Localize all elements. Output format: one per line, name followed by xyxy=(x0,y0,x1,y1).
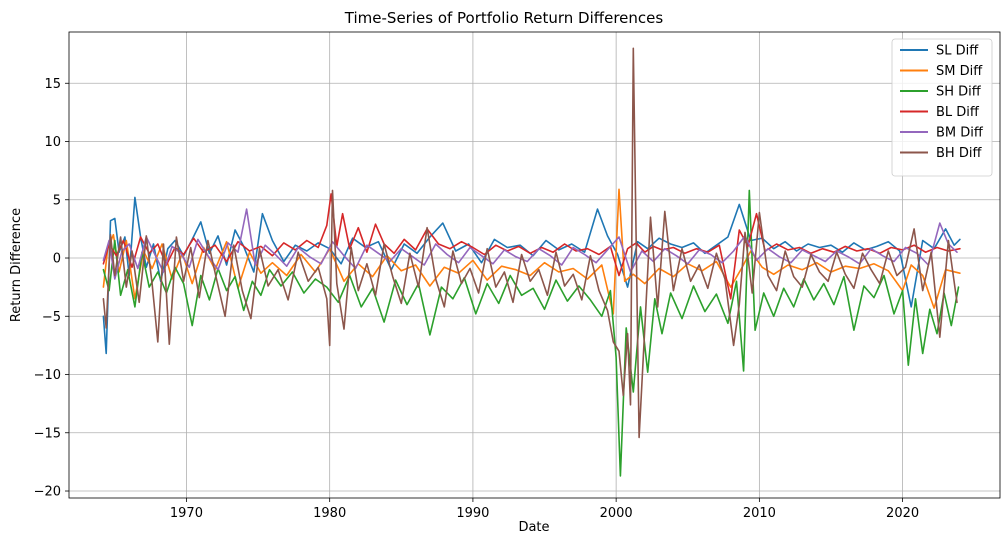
y-tick-label: 0 xyxy=(53,252,61,267)
y-tick-label: 15 xyxy=(44,77,61,92)
legend-label: SM Diff xyxy=(936,64,983,79)
y-tick-label: 5 xyxy=(53,193,61,208)
legend: SL Diff SM Diff SH Diff BL Diff BM Diff BH Di… xyxy=(891,38,993,177)
plot-area-frame xyxy=(68,31,1001,499)
y-axis-ticks: −20 −15 −10 −5 0 5 10 15 xyxy=(34,77,69,500)
legend-label: BL Diff xyxy=(936,105,980,120)
y-tick-label: −5 xyxy=(42,310,61,325)
x-tick-label: 1990 xyxy=(456,506,489,521)
series-lines xyxy=(102,47,961,477)
y-tick-label: −20 xyxy=(34,485,61,500)
y-tick-label: 10 xyxy=(44,135,61,150)
x-tick-label: 1970 xyxy=(170,506,203,521)
legend-box xyxy=(891,38,993,177)
series-line-sh-diff xyxy=(102,189,960,477)
y-axis-label: Return Difference xyxy=(9,208,24,322)
legend-label: SL Diff xyxy=(936,44,979,59)
legend-label: SH Diff xyxy=(936,85,982,100)
legend-label: BM Diff xyxy=(936,126,984,141)
series-line-bh-diff xyxy=(102,47,958,439)
series-line-bm-diff xyxy=(102,208,958,280)
x-tick-label: 2000 xyxy=(600,506,633,521)
grid-lines xyxy=(69,32,1000,498)
legend-label: BH Diff xyxy=(936,146,982,161)
x-tick-label: 1980 xyxy=(313,506,346,521)
x-tick-label: 2020 xyxy=(886,506,919,521)
x-axis-label: Date xyxy=(518,520,549,535)
x-tick-label: 2010 xyxy=(743,506,776,521)
chart-title: Time-Series of Portfolio Return Differen… xyxy=(344,9,664,27)
y-tick-label: −10 xyxy=(34,368,61,383)
y-tick-label: −15 xyxy=(34,426,61,441)
x-axis-ticks: 1970 1980 1990 2000 2010 2020 xyxy=(170,498,919,521)
